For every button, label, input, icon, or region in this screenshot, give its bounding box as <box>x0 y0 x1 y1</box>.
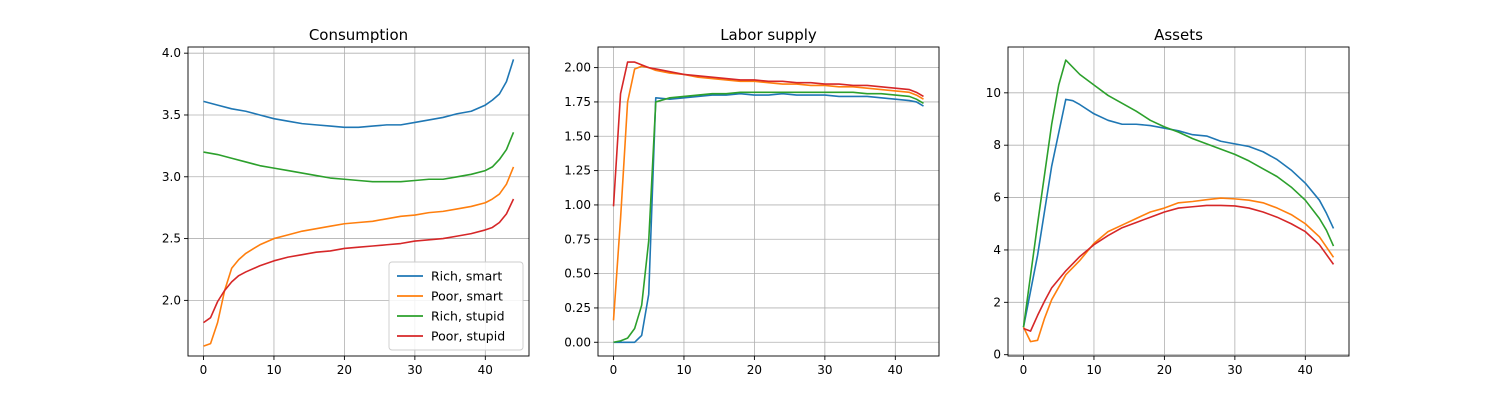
series-line <box>203 131 515 183</box>
legend-label: Poor, stupid <box>431 329 505 344</box>
y-tick-label: 2 <box>993 295 1001 309</box>
legend-box <box>388 261 524 351</box>
series-line <box>203 198 515 324</box>
series-line <box>1022 98 1335 328</box>
series-line <box>203 59 515 129</box>
y-tick-label: 0.75 <box>564 232 591 246</box>
y-tick-label: 2.5 <box>162 232 181 246</box>
y-tick-label: 4.0 <box>162 46 181 60</box>
series-line <box>612 61 924 207</box>
assets-panel: Assets 0 10 20 30 40 0 2 4 6 8 10 <box>986 26 1350 377</box>
series-line <box>1022 197 1335 343</box>
series-line <box>613 92 924 344</box>
x-tick-label: 20 <box>747 363 762 377</box>
y-tick-label: 0 <box>993 348 1001 362</box>
x-tick-label: 10 <box>1086 363 1101 377</box>
labor-supply-panel: Labor supply 0 10 20 30 40 0.00 0.25 0.50 0.75 1.… <box>564 26 940 377</box>
x-tick-label: 20 <box>1157 363 1172 377</box>
x-tick-label: 40 <box>478 363 493 377</box>
series-line <box>1023 204 1335 332</box>
series-line <box>203 166 515 347</box>
y-tick-label: 8 <box>993 138 1001 152</box>
y-tick-label: 1.25 <box>564 164 591 178</box>
y-tick-label: 3.0 <box>162 170 181 184</box>
x-tick-label: 30 <box>1227 363 1242 377</box>
chart-title: Labor supply <box>720 26 817 44</box>
series-line <box>613 91 924 344</box>
x-tick-label: 0 <box>1020 363 1028 377</box>
x-tick-label: 20 <box>337 363 352 377</box>
y-tick-label: 2.0 <box>162 293 181 307</box>
chart-title: Consumption <box>309 26 408 44</box>
series-line <box>1022 59 1335 328</box>
chart-title: Assets <box>1154 26 1203 44</box>
x-tick-label: 10 <box>266 363 281 377</box>
y-tick-label: 0.00 <box>564 335 591 349</box>
y-tick-label: 0.25 <box>564 301 591 315</box>
consumption-panel: Consumption 0 10 20 30 40 2.0 2.5 3.0 3.5 4.0 Rich… <box>162 26 530 377</box>
y-tick-label: 1.00 <box>564 198 591 212</box>
axes-frame <box>187 46 530 357</box>
x-tick-label: 30 <box>407 363 422 377</box>
legend-label: Rich, stupid <box>431 309 505 324</box>
axes-frame <box>597 46 940 357</box>
legend-label: Poor, smart <box>431 289 503 304</box>
y-tick-label: 6 <box>993 191 1001 205</box>
y-tick-label: 0.50 <box>564 267 591 281</box>
legend-label: Rich, smart <box>431 269 502 284</box>
grid <box>188 47 529 356</box>
x-tick-label: 40 <box>1298 363 1313 377</box>
legend: Rich, smart Poor, smart Rich, stupid Poor, … <box>388 261 524 351</box>
y-tick-label: 10 <box>986 86 1001 100</box>
y-tick-label: 4 <box>993 243 1001 257</box>
x-tick-label: 30 <box>817 363 832 377</box>
axes-frame <box>1007 46 1350 357</box>
grid <box>598 47 939 356</box>
x-tick-label: 0 <box>200 363 208 377</box>
x-tick-label: 40 <box>888 363 903 377</box>
x-tick-label: 10 <box>676 363 691 377</box>
grid <box>1008 47 1349 356</box>
y-tick-label: 2.00 <box>564 61 591 75</box>
series-line <box>612 65 924 321</box>
y-tick-label: 1.75 <box>564 95 591 109</box>
y-tick-label: 1.50 <box>564 129 591 143</box>
x-tick-label: 0 <box>610 363 618 377</box>
y-tick-label: 3.5 <box>162 108 181 122</box>
